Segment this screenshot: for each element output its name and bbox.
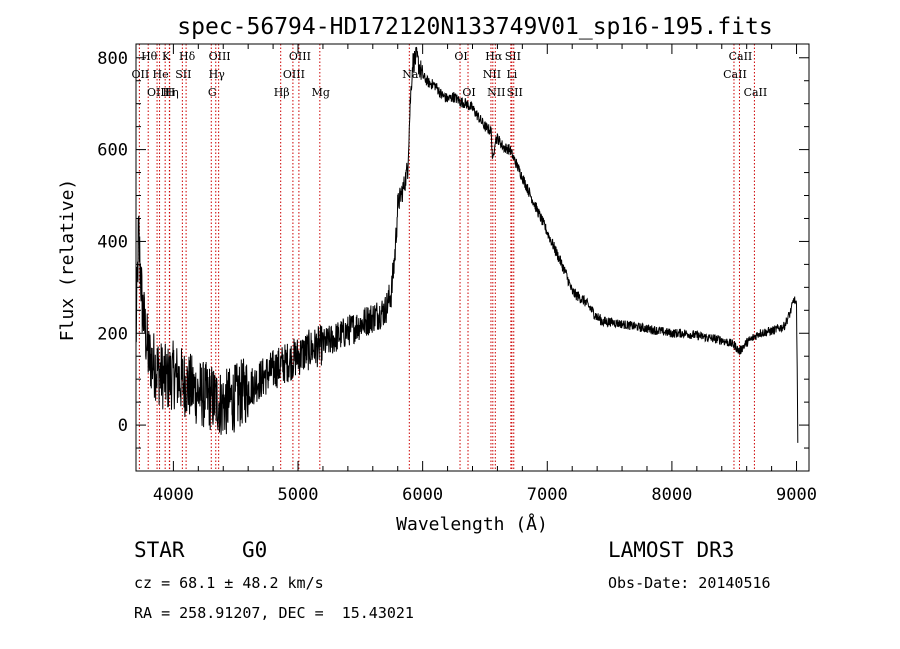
y-axis-label: Flux (relative) bbox=[57, 179, 78, 342]
emission-line-label-25: CaII bbox=[723, 68, 747, 81]
y-tick-label: 400 bbox=[97, 232, 128, 252]
emission-line-label-17: OI bbox=[454, 50, 467, 63]
emission-line-label-27: CaII bbox=[744, 86, 768, 99]
y-tick-label: 600 bbox=[97, 141, 128, 161]
emission-line-label-22: Li bbox=[506, 68, 517, 81]
emission-line-label-6: H bbox=[166, 86, 176, 99]
y-tick-label: 200 bbox=[97, 324, 128, 344]
emission-line-label-21: NII bbox=[487, 86, 505, 99]
object-class: STAR bbox=[134, 538, 185, 562]
emission-line-label-8: Hδ bbox=[179, 50, 196, 63]
coordinates: RA = 258.91207, DEC = 15.43021 bbox=[134, 604, 414, 622]
redshift-velocity: cz = 68.1 ± 48.2 km/s bbox=[134, 574, 324, 592]
survey-name: LAMOST DR3 bbox=[608, 538, 735, 562]
emission-line-label-10: Hγ bbox=[209, 68, 226, 81]
emission-line-label-26: CaII bbox=[729, 50, 753, 63]
x-tick-label: 7000 bbox=[527, 485, 568, 505]
emission-line-label-11: OIII bbox=[209, 50, 231, 63]
emission-line-label-4: K bbox=[162, 50, 171, 63]
x-tick-label: 9000 bbox=[776, 485, 817, 505]
emission-line-label-24: SII bbox=[507, 86, 523, 99]
emission-line-label-2: OIII bbox=[147, 86, 169, 99]
emission-line-label-16: Na bbox=[402, 68, 419, 81]
spectrum-layer bbox=[135, 46, 799, 443]
emission-line-label-1: Hθ bbox=[141, 50, 158, 63]
emission-line-label-20: Hα bbox=[485, 50, 503, 63]
emission-line-label-13: OIII bbox=[283, 68, 305, 81]
x-tick-label: 5000 bbox=[278, 485, 319, 505]
emission-line-label-14: OIII bbox=[289, 50, 311, 63]
observation-date: Obs-Date: 20140516 bbox=[608, 574, 771, 592]
emission-lines-layer: OII Hθ OIII He K HηH SII Hδ G Hγ OIII Hβ OIII OIII Mg N… bbox=[132, 44, 768, 471]
emission-line-label-12: Hβ bbox=[274, 86, 290, 99]
y-tick-label: 800 bbox=[97, 49, 128, 69]
axes-layer: 4000 5000 6000 7000 8000 9000 0 200 400 600 800 bbox=[97, 43, 817, 505]
emission-line-label-0: OII bbox=[132, 68, 150, 81]
x-tick-label: 6000 bbox=[402, 485, 443, 505]
emission-line-label-9: G bbox=[208, 86, 217, 99]
x-axis-label: Wavelength (Å) bbox=[396, 513, 548, 535]
chart-title: spec-56794-HD172120N133749V01_sp16-195.f… bbox=[177, 14, 772, 40]
spectrum-line bbox=[135, 46, 799, 443]
x-tick-label: 4000 bbox=[153, 485, 194, 505]
emission-line-label-5: Hη bbox=[163, 86, 179, 99]
x-tick-label: 8000 bbox=[651, 485, 692, 505]
emission-line-label-3: He bbox=[153, 68, 169, 81]
emission-line-label-18: OI bbox=[462, 86, 475, 99]
emission-line-label-19: NII bbox=[483, 68, 501, 81]
y-tick-label: 0 bbox=[118, 416, 128, 436]
emission-line-label-7: SII bbox=[175, 68, 191, 81]
emission-line-label-15: Mg bbox=[312, 86, 330, 99]
object-subclass: G0 bbox=[242, 538, 268, 562]
emission-line-label-23: SII bbox=[505, 50, 521, 63]
